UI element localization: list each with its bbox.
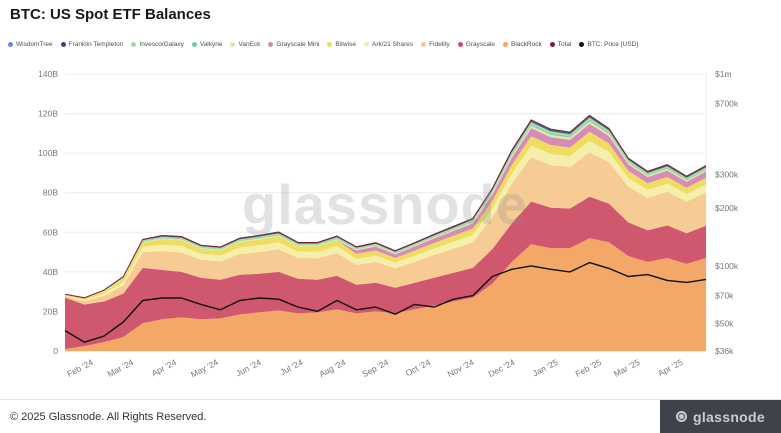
x-tick-label: Dec '24 xyxy=(487,357,517,379)
y-left-tick-label: 60B xyxy=(43,227,58,237)
legend-item-franklin-templeton[interactable]: Franklin Templeton xyxy=(60,41,124,48)
y-left-tick-label: 0 xyxy=(53,346,58,356)
glassnode-logo: glassnode xyxy=(660,400,781,433)
x-tick-label: Oct '24 xyxy=(404,357,432,378)
y-right-tick-label: $700k xyxy=(715,99,739,109)
legend-label: BTC: Price [USD] xyxy=(587,41,639,48)
y-right-tick-label: $1m xyxy=(715,69,732,79)
legend-label: WisdomTree xyxy=(16,41,53,48)
legend-item-valkyrie[interactable]: Valkyrie xyxy=(191,41,223,48)
legend-item-btc-price-usd[interactable]: BTC: Price [USD] xyxy=(579,41,638,48)
y-right-tick-label: $70k xyxy=(715,291,734,301)
legend-label: Ark/21 Shares xyxy=(371,41,414,48)
legend-dot-icon xyxy=(191,42,197,47)
legend-item-ark-21-shares[interactable]: Ark/21 Shares xyxy=(363,41,414,48)
legend-dot-icon xyxy=(327,42,333,47)
area-blackrock[interactable] xyxy=(65,238,706,351)
page-title: BTC: US Spot ETF Balances xyxy=(10,6,211,23)
legend-dot-icon xyxy=(363,42,369,47)
legend-item-grayscale-mini[interactable]: Grayscale Mini xyxy=(268,41,319,48)
legend-dot-icon xyxy=(549,42,555,47)
y-right-tick-label: $50k xyxy=(715,319,734,329)
y-left-tick-label: 100B xyxy=(38,148,58,158)
legend-item-blackrock[interactable]: BlackRock xyxy=(503,41,542,48)
chart-legend: WisdomTree Franklin Templeton Invesco/Gala… xyxy=(8,41,777,48)
copyright-text: © 2025 Glassnode. All Rights Reserved. xyxy=(10,410,207,423)
y-left-tick-label: 140B xyxy=(38,69,58,79)
legend-dot-icon xyxy=(579,42,585,47)
x-tick-label: Sep '24 xyxy=(360,357,390,379)
legend-item-vaneck[interactable]: VanEck xyxy=(230,41,260,48)
btc-price-line[interactable] xyxy=(64,261,707,343)
x-tick-label: Jan '25 xyxy=(531,357,560,379)
legend-label: Bitwise xyxy=(335,41,356,48)
chart-canvas[interactable]: 0 20B 40B 60B 80B 100B 120B 140B $36k $50k $70k $10… xyxy=(0,56,781,396)
x-tick-label: Apr '24 xyxy=(150,357,178,378)
x-tick-label: Feb '24 xyxy=(65,357,95,379)
x-tick-label: Mar '24 xyxy=(106,357,136,379)
y-right-tick-label: $200k xyxy=(715,203,739,213)
area-fidelity[interactable] xyxy=(65,152,706,305)
legend-dot-icon xyxy=(131,42,137,47)
x-tick-label: Nov '24 xyxy=(446,357,476,379)
y-left-tick-label: 40B xyxy=(43,267,58,277)
x-tick-label: Mar '25 xyxy=(612,357,642,379)
x-tick-label: May '24 xyxy=(189,357,220,380)
legend-label: Total xyxy=(557,41,572,48)
y-left-tick-label: 120B xyxy=(38,109,58,119)
legend-dot-icon xyxy=(60,42,66,47)
legend-label: Invesco/Galaxy xyxy=(139,41,184,48)
glassnode-logo-text: glassnode xyxy=(693,408,765,425)
x-tick-label: Jun '24 xyxy=(234,357,263,379)
legend-label: Fidelity xyxy=(429,41,450,48)
x-tick-label: Jul '24 xyxy=(278,357,304,377)
legend-label: VanEck xyxy=(238,41,261,48)
legend-dot-icon xyxy=(230,42,236,47)
total-line[interactable] xyxy=(64,114,707,299)
y-left-tick-label: 80B xyxy=(43,188,58,198)
y-right-tick-label: $100k xyxy=(715,261,739,271)
x-tick-label: Apr '25 xyxy=(656,357,684,378)
legend-item-grayscale[interactable]: Grayscale xyxy=(457,41,496,48)
x-tick-label: Feb '25 xyxy=(574,357,604,379)
etf-balances-chart[interactable]: 0 20B 40B 60B 80B 100B 120B 140B $36k $50k $70k $10… xyxy=(0,56,781,396)
legend-label: Valkyrie xyxy=(199,41,223,48)
legend-dot-icon xyxy=(503,42,509,47)
y-left-tick-label: 20B xyxy=(43,306,58,316)
legend-item-total[interactable]: Total xyxy=(549,41,572,48)
legend-label: Grayscale Mini xyxy=(276,41,320,48)
footer: © 2025 Glassnode. All Rights Reserved. g… xyxy=(0,399,781,433)
glassnode-logo-icon xyxy=(676,411,688,422)
x-tick-label: Aug '24 xyxy=(317,357,347,379)
legend-dot-icon xyxy=(457,42,463,47)
legend-item-fidelity[interactable]: Fidelity xyxy=(421,41,450,48)
y-right-tick-label: $300k xyxy=(715,169,739,179)
legend-dot-icon xyxy=(421,42,427,47)
legend-label: Franklin Templeton xyxy=(68,41,124,48)
legend-label: BlackRock xyxy=(511,41,542,48)
legend-item-invesco-galaxy[interactable]: Invesco/Galaxy xyxy=(131,41,184,48)
area-grayscale[interactable] xyxy=(65,196,706,349)
y-right-tick-label: $36k xyxy=(715,346,734,356)
legend-label: Grayscale xyxy=(465,41,496,48)
legend-item-wisdomtree[interactable]: WisdomTree xyxy=(8,41,53,48)
legend-dot-icon xyxy=(8,42,13,47)
legend-item-bitwise[interactable]: Bitwise xyxy=(327,41,356,48)
legend-dot-icon xyxy=(268,42,274,47)
